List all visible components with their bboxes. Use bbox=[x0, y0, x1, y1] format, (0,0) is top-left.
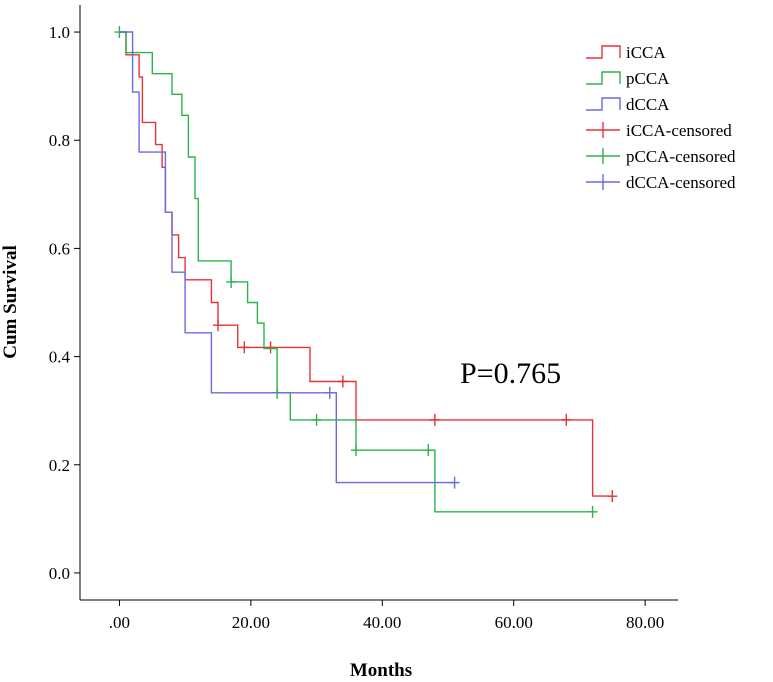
icca-censored-mark bbox=[213, 319, 223, 332]
y-tick-label: 0.6 bbox=[49, 239, 70, 258]
x-ticks: .00 20.00 40.00 60.00 80.00 bbox=[109, 600, 664, 632]
y-tick-label: 1.0 bbox=[49, 23, 70, 42]
legend-label: iCCA-censored bbox=[626, 121, 732, 140]
x-tick-label: 20.00 bbox=[232, 613, 270, 632]
legend-line-swatch bbox=[586, 45, 621, 59]
y-axis-label: Cum Survival bbox=[0, 245, 21, 359]
legend-censor-swatch bbox=[586, 148, 620, 164]
x-tick-label: 60.00 bbox=[495, 613, 533, 632]
y-ticks: 0.0 0.2 0.4 0.6 0.8 1.0 bbox=[49, 23, 80, 583]
y-tick-label: 0.0 bbox=[49, 564, 70, 583]
x-axis-label: Months bbox=[350, 660, 412, 681]
icca-censored-mark bbox=[265, 341, 276, 354]
x-tick-label: 80.00 bbox=[626, 613, 664, 632]
dcca-censored-mark bbox=[449, 476, 460, 489]
dcca-censored-mark bbox=[324, 386, 335, 399]
x-tick-label: .00 bbox=[109, 613, 130, 632]
dcca-survival-line bbox=[119, 31, 455, 484]
pcca-survival-line bbox=[119, 31, 593, 513]
icca-survival-line bbox=[119, 31, 613, 497]
pcca-censored-mark bbox=[587, 505, 598, 518]
pcca-censored-mark bbox=[311, 413, 322, 426]
y-tick-label: 0.8 bbox=[49, 131, 70, 150]
pcca-censored-mark bbox=[351, 444, 361, 457]
legend-label: dCCA bbox=[626, 95, 670, 114]
legend-censor-swatch bbox=[586, 122, 620, 138]
legend-label: iCCA bbox=[626, 43, 666, 62]
y-tick-label: 0.2 bbox=[49, 456, 70, 475]
p-value-annotation: P=0.765 bbox=[460, 357, 561, 390]
legend: iCCA pCCA dCCA iCCA-censored pCCA-censored dC… bbox=[586, 43, 736, 192]
icca-censored-mark bbox=[239, 341, 250, 354]
icca-censored-mark bbox=[607, 490, 618, 503]
legend-label: pCCA-censored bbox=[626, 147, 736, 166]
legend-label: pCCA bbox=[626, 69, 670, 88]
legend-line-swatch bbox=[586, 97, 621, 111]
y-tick-label: 0.4 bbox=[49, 348, 71, 367]
x-tick-label: 40.00 bbox=[363, 613, 401, 632]
legend-label: dCCA-censored bbox=[626, 173, 736, 192]
legend-censor-swatch bbox=[586, 174, 620, 190]
legend-line-swatch bbox=[586, 71, 621, 85]
icca-censored-mark bbox=[561, 413, 572, 426]
plot-frame bbox=[79, 5, 678, 601]
pcca-censored-mark bbox=[423, 444, 434, 457]
icca-censored-mark bbox=[337, 375, 348, 388]
series-layer bbox=[114, 26, 618, 518]
icca-censored-mark bbox=[429, 413, 440, 426]
pcca-censored-mark bbox=[226, 275, 237, 288]
